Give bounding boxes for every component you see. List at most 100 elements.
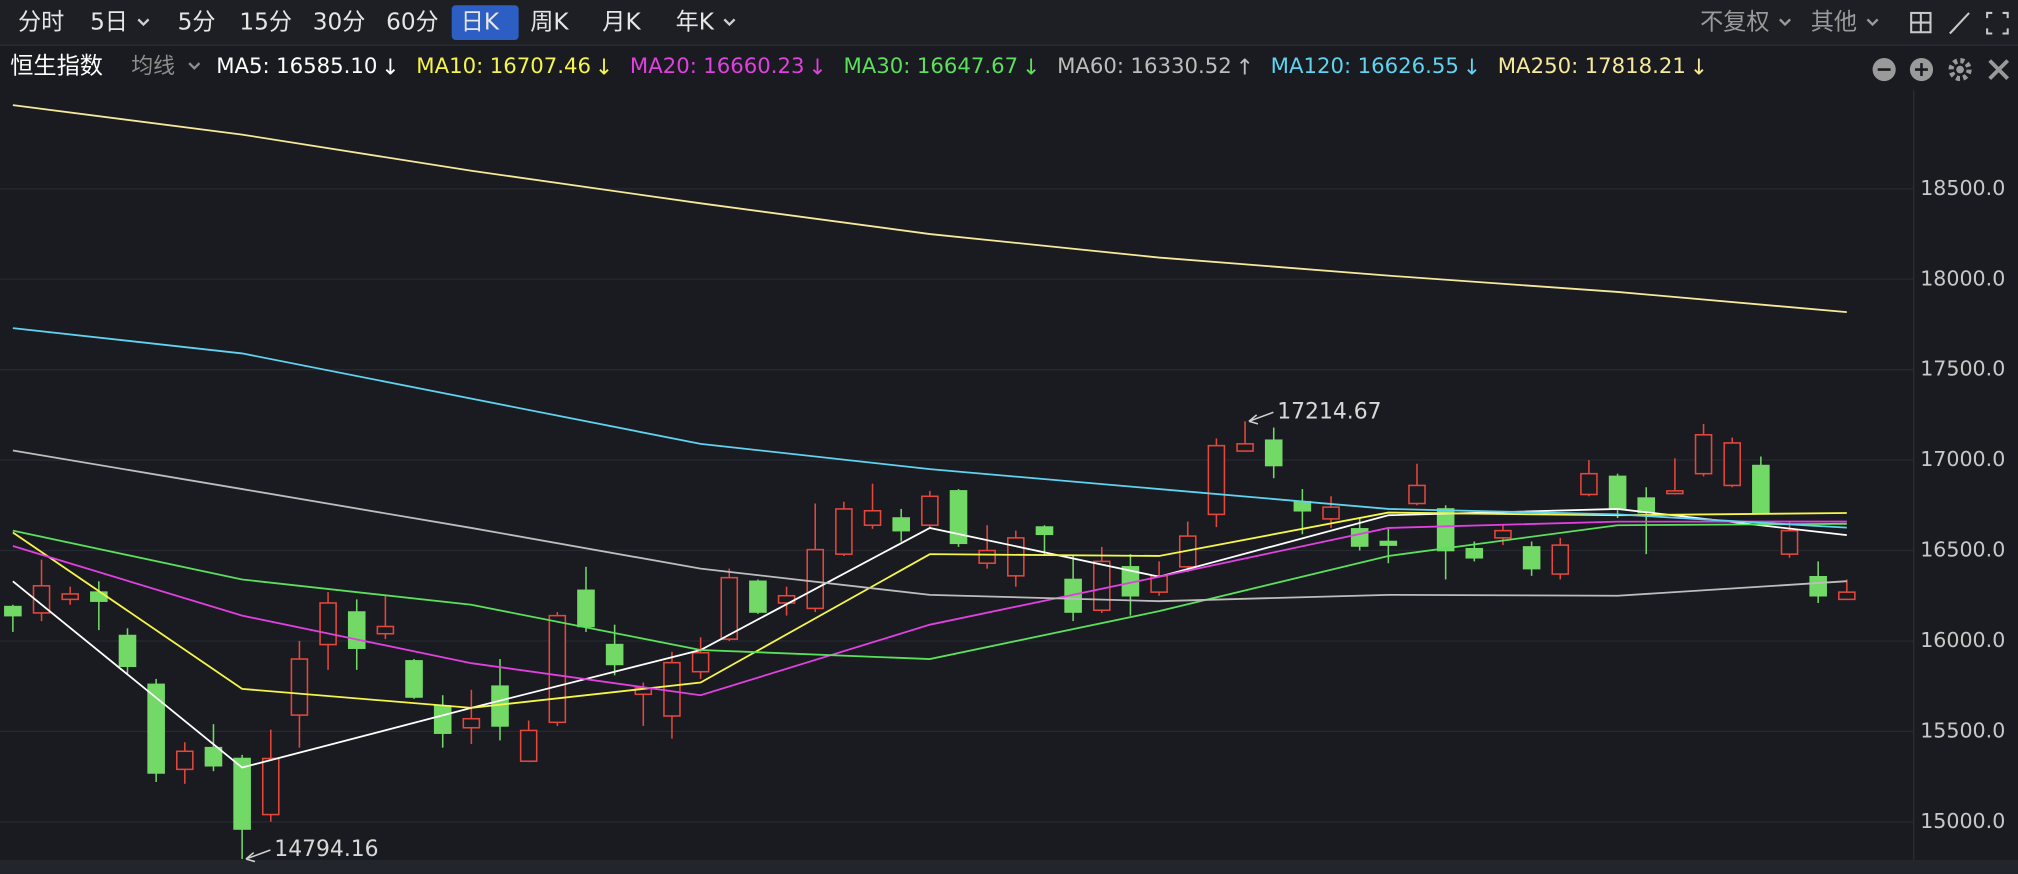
candle-body bbox=[835, 508, 853, 555]
candle-body bbox=[1379, 540, 1398, 546]
candle-body bbox=[548, 614, 567, 724]
candle-body bbox=[577, 589, 595, 628]
y-tick-label: 17500.0 bbox=[1920, 357, 2005, 381]
candle-body bbox=[1092, 560, 1111, 611]
legend-value: 16330.52 bbox=[1130, 54, 1231, 79]
max-label: 17214.67 bbox=[1277, 399, 1381, 424]
candle-body bbox=[1752, 464, 1770, 514]
zoom-out-glyph bbox=[1877, 68, 1891, 71]
tool-icons[interactable] bbox=[1910, 11, 2009, 35]
candle-body bbox=[1494, 529, 1512, 539]
legend-separator: : bbox=[690, 54, 697, 79]
ma-line bbox=[12, 104, 1847, 314]
legend-separator: : bbox=[1117, 54, 1124, 79]
timeframe-tab[interactable]: 60分 bbox=[386, 10, 439, 36]
timeframe-tab[interactable]: 5分 bbox=[178, 10, 216, 36]
candle-body bbox=[978, 549, 996, 564]
candle-body bbox=[90, 591, 108, 602]
candle-body bbox=[405, 660, 423, 698]
candle-body bbox=[1207, 444, 1226, 516]
candle-body bbox=[1580, 472, 1598, 496]
legend-item: MA30:16647.67 ↓ bbox=[843, 54, 1040, 80]
candle-body bbox=[1522, 546, 1541, 570]
timeframe-tab[interactable]: 5日 bbox=[90, 10, 128, 36]
legend-value: 17818.21 bbox=[1585, 54, 1686, 79]
ma-line bbox=[12, 327, 1847, 529]
y-tick-label: 16500.0 bbox=[1920, 538, 2005, 562]
legend-name: MA120 bbox=[1271, 54, 1344, 79]
fullscreen-icon[interactable] bbox=[1986, 11, 2009, 35]
timeframe-tab[interactable]: 年K bbox=[676, 10, 715, 36]
toolbar-option[interactable]: 不复权 bbox=[1700, 10, 1769, 36]
legend-name: MA20 bbox=[630, 54, 690, 79]
candle-body bbox=[949, 490, 968, 545]
candle-body bbox=[605, 643, 624, 666]
timeframe-tab[interactable]: 15分 bbox=[239, 10, 292, 36]
ma-line bbox=[12, 508, 1847, 769]
close[interactable] bbox=[1988, 59, 2010, 80]
candle-body bbox=[691, 651, 710, 673]
toolbar-bg bbox=[0, 0, 2018, 46]
legend-value: 16585.10 bbox=[276, 54, 377, 79]
candle-body bbox=[233, 757, 251, 830]
candle-body bbox=[720, 576, 739, 640]
candle-body bbox=[1322, 506, 1340, 520]
legend-value: 16660.23 bbox=[703, 54, 804, 79]
timeframe-tab[interactable]: 分时 bbox=[18, 10, 64, 36]
indicator-select[interactable]: 均线 bbox=[131, 54, 175, 79]
legend-item: MA20:16660.23 ↓ bbox=[630, 54, 827, 80]
candle-body bbox=[433, 705, 452, 734]
y-tick-label: 16000.0 bbox=[1920, 628, 2005, 652]
candle-body bbox=[61, 593, 79, 601]
legend-separator: : bbox=[476, 54, 483, 79]
candle-body bbox=[261, 757, 280, 816]
candle-body bbox=[1723, 442, 1742, 487]
panel-icons[interactable] bbox=[1872, 57, 2010, 82]
candle-body bbox=[921, 495, 939, 526]
candle-body bbox=[1236, 443, 1254, 452]
legend-separator: : bbox=[1344, 54, 1351, 79]
legend-item: MA5:16585.10 ↓ bbox=[216, 54, 399, 80]
candle-body bbox=[1809, 575, 1827, 597]
timeframe-tab[interactable]: 月K bbox=[602, 10, 641, 36]
candle-body bbox=[290, 658, 309, 716]
draw-icon[interactable] bbox=[1949, 12, 1970, 35]
timeframe-tab[interactable]: 30分 bbox=[313, 10, 366, 36]
toolbar-option[interactable]: 其他 bbox=[1811, 10, 1857, 36]
y-tick-label: 18000.0 bbox=[1920, 266, 2005, 290]
candle-body bbox=[347, 611, 366, 649]
candle-body bbox=[1264, 439, 1283, 467]
legend-item: MA10:16707.46 ↓ bbox=[416, 54, 613, 80]
legend-name: MA60 bbox=[1057, 54, 1117, 79]
candle-body bbox=[1838, 591, 1856, 601]
candle-body bbox=[319, 602, 337, 646]
candle-body bbox=[749, 580, 767, 613]
min-arrow bbox=[245, 849, 271, 863]
tab-active-bg bbox=[451, 5, 519, 40]
y-tick-label: 18500.0 bbox=[1920, 176, 2005, 200]
candle-body bbox=[462, 717, 481, 729]
settings[interactable] bbox=[1948, 57, 1972, 82]
timeframe-tab[interactable]: 周K bbox=[530, 10, 569, 36]
legend-name: MA250 bbox=[1498, 54, 1571, 79]
legend-value: 16647.67 bbox=[917, 54, 1018, 79]
dropdown-chevron bbox=[1779, 18, 1791, 27]
legend-trend: ↓ bbox=[1022, 55, 1040, 80]
legend-item: MA250:17818.21 ↓ bbox=[1498, 54, 1708, 80]
candle-body bbox=[806, 548, 825, 610]
ma-line bbox=[12, 449, 1847, 603]
legend-trend: ↓ bbox=[808, 55, 826, 80]
y-tick-label: 15000.0 bbox=[1920, 809, 2005, 833]
zoom-in-glyph bbox=[1915, 63, 1928, 76]
candle-body bbox=[1465, 547, 1484, 559]
candle-body bbox=[376, 625, 395, 635]
candle-body bbox=[1436, 508, 1455, 552]
timeframe-tab[interactable]: 日K bbox=[461, 10, 500, 36]
candle-body bbox=[4, 605, 22, 617]
legend-trend: ↓ bbox=[1690, 55, 1708, 80]
legend-item: MA60:16330.52 ↑ bbox=[1057, 54, 1254, 80]
volume-strip bbox=[0, 859, 2018, 874]
candle-body bbox=[32, 585, 51, 614]
